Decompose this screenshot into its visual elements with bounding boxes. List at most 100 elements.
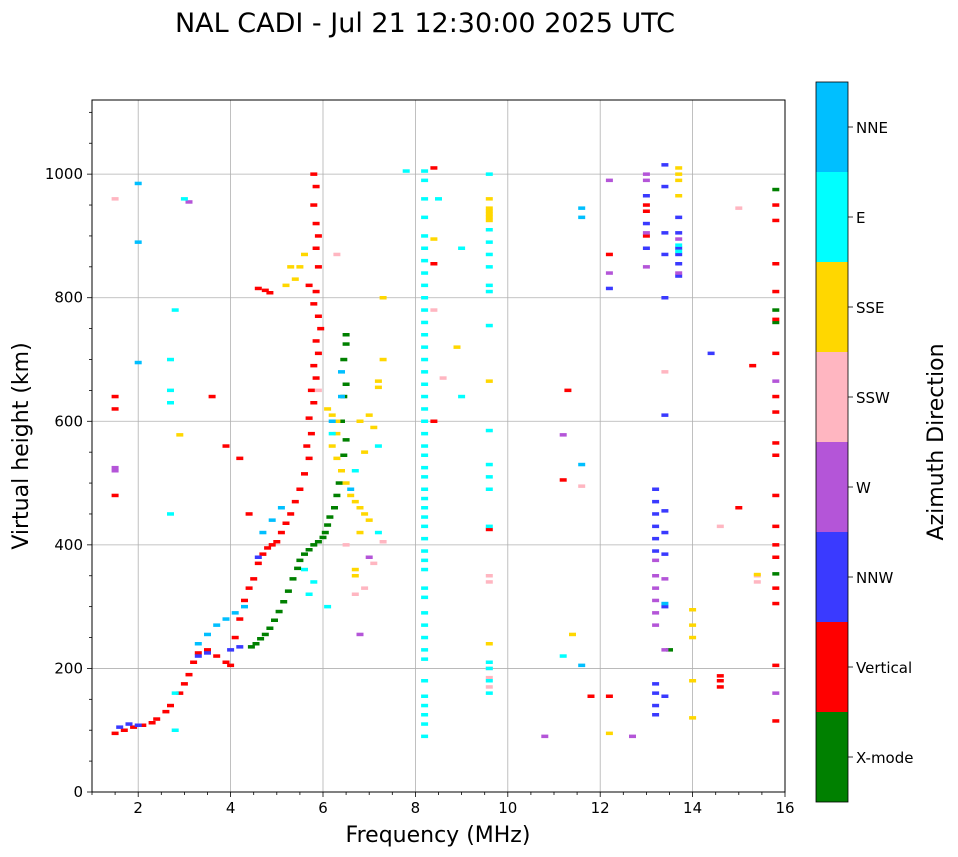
data-point [134, 723, 142, 727]
data-point [312, 376, 320, 380]
colorbar-segment [816, 622, 848, 712]
data-point [485, 265, 493, 269]
data-point [675, 194, 683, 198]
data-point [307, 388, 315, 393]
data-point [328, 444, 336, 448]
data-point [485, 212, 493, 217]
data-point [485, 228, 493, 232]
data-point [333, 252, 341, 257]
data-point [716, 674, 724, 678]
data-point [204, 651, 211, 655]
data-point [287, 512, 295, 516]
data-point [305, 592, 313, 596]
data-point [365, 555, 373, 559]
data-point [180, 682, 188, 686]
data-point [111, 465, 119, 470]
data-point [312, 221, 320, 226]
data-point [259, 552, 267, 556]
data-point [275, 609, 283, 614]
data-point [171, 691, 179, 695]
data-point [284, 589, 292, 593]
data-point [439, 376, 447, 380]
data-point [134, 360, 142, 365]
x-tick-label: 10 [498, 799, 517, 817]
data-point [661, 252, 669, 257]
data-point [421, 333, 429, 337]
colorbar-segment [816, 442, 848, 532]
data-point [261, 632, 269, 637]
data-point [716, 524, 724, 529]
data-point [130, 725, 138, 729]
data-point [227, 663, 235, 668]
data-point [374, 530, 382, 535]
data-point [485, 289, 493, 294]
data-point [578, 462, 586, 467]
data-point [379, 296, 387, 300]
data-point [421, 407, 429, 411]
data-point [772, 586, 780, 590]
y-tick-label: 400 [54, 536, 83, 554]
data-point [605, 286, 613, 291]
colorbar-tick-label: SSW [856, 389, 890, 407]
series-nnw [116, 163, 715, 729]
data-point [167, 703, 174, 708]
data-point [642, 246, 650, 250]
data-point [176, 433, 184, 437]
data-point [661, 184, 669, 189]
data-point [245, 586, 253, 590]
data-point [421, 648, 429, 652]
data-point [231, 635, 239, 640]
data-point [485, 206, 493, 210]
data-point [125, 722, 133, 726]
data-point [642, 209, 650, 213]
data-point [661, 370, 669, 374]
colorbar-tick-label: E [856, 209, 865, 227]
data-point [421, 549, 429, 553]
data-point [176, 691, 184, 695]
data-point [291, 277, 299, 281]
data-point [642, 194, 650, 198]
data-point [312, 289, 320, 294]
data-point [379, 540, 387, 544]
y-axis: 0 200 400 600 800 1000 [45, 111, 92, 801]
data-point [772, 555, 780, 559]
data-point [421, 444, 429, 448]
data-point [652, 536, 660, 541]
data-point [314, 314, 322, 318]
data-point [421, 453, 429, 457]
data-point [421, 308, 429, 312]
data-point [421, 635, 429, 640]
series-sse [176, 166, 761, 736]
data-point [485, 574, 493, 578]
data-point [351, 574, 359, 578]
data-point [241, 598, 248, 603]
data-point [120, 728, 128, 732]
data-point [236, 617, 244, 621]
data-point [485, 283, 493, 288]
data-point [259, 530, 267, 535]
data-point [421, 506, 429, 510]
series-x-mode [247, 187, 780, 652]
data-point [666, 648, 673, 652]
data-point [485, 428, 493, 433]
data-point [435, 197, 442, 201]
data-point [421, 419, 429, 423]
chart-title: NAL CADI - Jul 21 12:30:00 2025 UTC [175, 8, 675, 39]
data-point [642, 178, 650, 183]
data-point [342, 438, 350, 442]
data-point [485, 666, 493, 671]
data-point [271, 618, 278, 622]
series-nne [134, 181, 669, 668]
colorbar: X-mode Vertical NNW W SSW SSE E NNE [815, 81, 913, 803]
data-point [772, 289, 780, 294]
x-tick-label: 14 [683, 799, 702, 817]
data-point [305, 416, 313, 420]
data-point [485, 252, 493, 257]
colorbar-segment [816, 82, 848, 172]
data-point [379, 357, 387, 362]
data-point [652, 611, 660, 615]
data-point [321, 530, 329, 535]
data-point [222, 444, 230, 448]
data-point [485, 642, 493, 646]
data-point [485, 462, 493, 467]
